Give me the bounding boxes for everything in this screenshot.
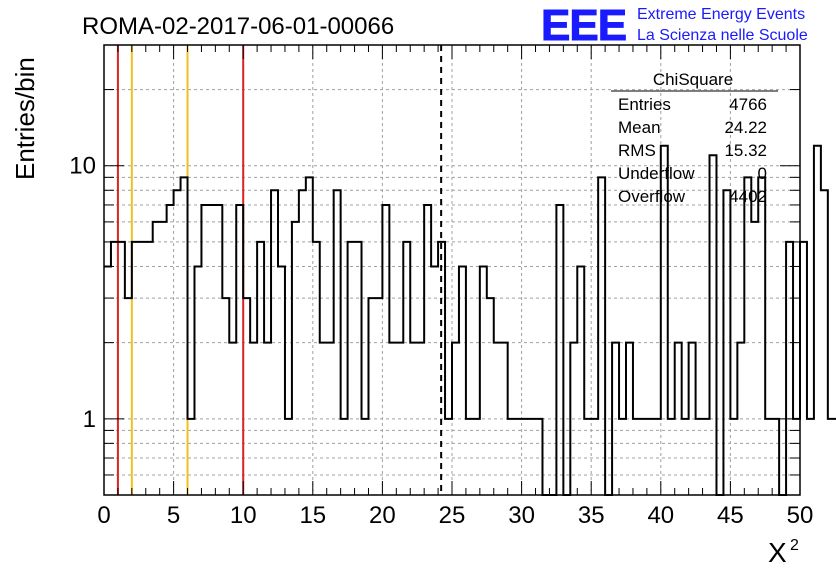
x-axis-title-superscript: 2 bbox=[790, 537, 799, 554]
stats-overflow-value: 4402 bbox=[729, 187, 767, 206]
stats-rms-label: RMS bbox=[618, 141, 656, 160]
x-tick-label: 20 bbox=[369, 502, 396, 529]
x-tick-label: 25 bbox=[439, 502, 466, 529]
project-subtitle: La Scienza nelle Scuole bbox=[637, 27, 808, 44]
x-tick-label: 30 bbox=[508, 502, 535, 529]
stats-box: ChiSquare Entries 4766 Mean 24.22 RMS 15… bbox=[611, 70, 778, 206]
x-tick-label: 45 bbox=[717, 502, 744, 529]
y-tick-label: 10 bbox=[69, 153, 96, 180]
project-name: Extreme Energy Events bbox=[637, 6, 805, 23]
stats-mean-label: Mean bbox=[618, 118, 661, 137]
run-title: ROMA-02-2017-06-01-00066 bbox=[82, 13, 394, 40]
reference-lines bbox=[116, 45, 443, 495]
y-tick-label: 1 bbox=[83, 406, 96, 433]
eee-logo-mark: EEE bbox=[541, 1, 626, 50]
histogram-line bbox=[104, 144, 836, 496]
x-tick-label: 5 bbox=[167, 502, 180, 529]
stats-mean-value: 24.22 bbox=[724, 118, 767, 137]
stats-underflow-value: 0 bbox=[758, 164, 767, 183]
x-tick-label: 15 bbox=[299, 502, 326, 529]
stats-overflow-label: Overflow bbox=[618, 187, 686, 206]
stats-entries-value: 4766 bbox=[729, 95, 767, 114]
x-tick-label: 0 bbox=[97, 502, 110, 529]
x-tick-label: 50 bbox=[787, 502, 814, 529]
stats-rms-value: 15.32 bbox=[724, 141, 767, 160]
x-tick-labels: 0 5 10 15 20 25 30 35 40 45 50 bbox=[97, 502, 813, 529]
y-axis-title: Entries/bin bbox=[10, 57, 40, 180]
eee-logo: EEE Extreme Energy Events La Scienza nel… bbox=[541, 1, 808, 51]
axis-ticks bbox=[103, 45, 801, 495]
x-tick-label: 10 bbox=[230, 502, 257, 529]
grid-lines bbox=[104, 45, 800, 495]
stats-title: ChiSquare bbox=[653, 70, 733, 89]
y-tick-labels: 1 10 bbox=[69, 153, 96, 433]
stats-underflow-label: Underflow bbox=[618, 164, 695, 183]
x-tick-label: 35 bbox=[578, 502, 605, 529]
x-tick-label: 40 bbox=[647, 502, 674, 529]
x-axis-title: X bbox=[768, 537, 787, 568]
stats-entries-label: Entries bbox=[618, 95, 671, 114]
